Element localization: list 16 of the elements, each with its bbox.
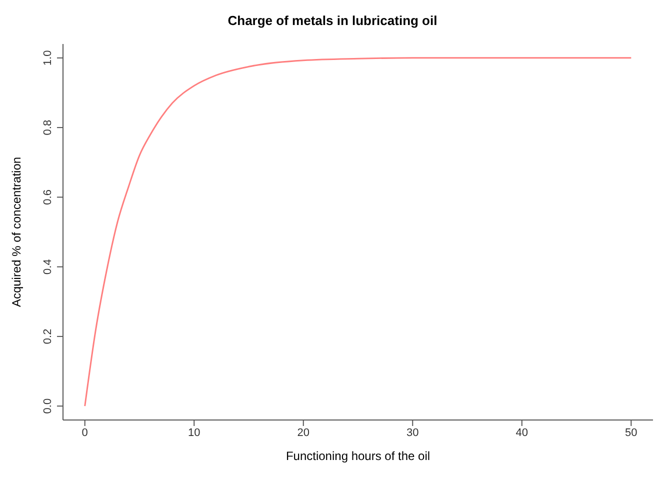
line-series xyxy=(84,57,632,407)
y-tick-label: 0.0 xyxy=(42,398,54,414)
chart-title: Charge of metals in lubricating oil xyxy=(226,12,438,30)
y-tick-label: 0.4 xyxy=(42,259,54,274)
x-tick-label: 50 xyxy=(625,426,638,439)
x-tick-label: 30 xyxy=(406,426,419,439)
x-tick-label: 40 xyxy=(516,426,528,439)
x-tick-label: 10 xyxy=(188,426,200,439)
y-tick-label: 0.2 xyxy=(42,328,54,344)
x-tick-label: 20 xyxy=(297,426,310,439)
y-tick-label: 1.0 xyxy=(42,50,54,66)
y-tick-label: 0.6 xyxy=(42,190,54,205)
x-axis-title: Functioning hours of the oil xyxy=(286,449,430,463)
x-tick-label: 0 xyxy=(82,426,88,439)
y-tick-label: 0.8 xyxy=(42,120,54,136)
y-axis-title: Acquired % of concentration xyxy=(9,156,24,308)
